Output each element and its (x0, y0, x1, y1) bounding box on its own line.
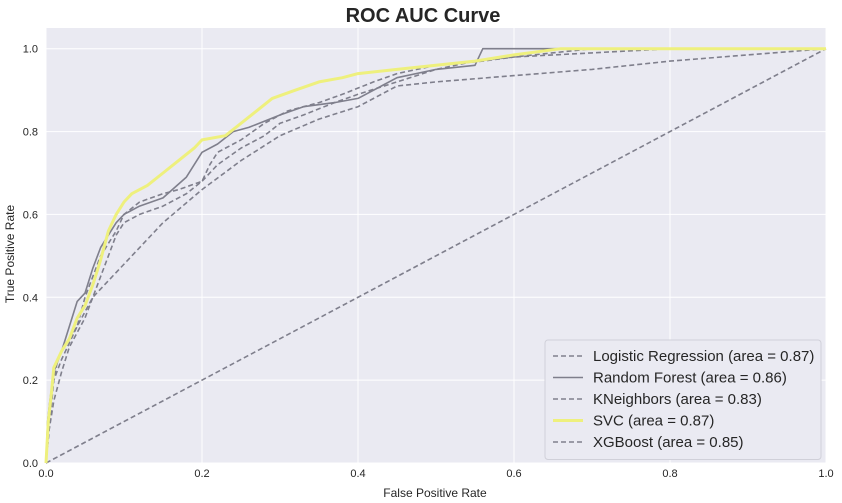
y-tick-label: 0.2 (23, 375, 38, 387)
series-line (45, 47, 827, 464)
legend-entry: XGBoost (area = 0.85) (593, 434, 744, 451)
series-lines (44, 47, 827, 464)
y-tick-label: 0.4 (23, 292, 38, 304)
legend-entry: SVC (area = 0.87) (593, 413, 714, 430)
x-axis-label: False Positive Rate (383, 486, 487, 500)
y-tick-label: 1.0 (23, 44, 38, 56)
y-tick-label: 0.6 (23, 209, 38, 221)
x-tick-label: 0.0 (38, 468, 53, 480)
chart-title: ROC AUC Curve (346, 5, 501, 27)
x-tick-label: 0.6 (506, 468, 521, 480)
legend-entry: KNeighbors (area = 0.83) (593, 391, 762, 408)
series-line (44, 47, 826, 464)
y-tick-label: 0.0 (23, 458, 38, 470)
grid (45, 28, 827, 464)
x-tick-label: 1.0 (818, 468, 833, 480)
legend-entry: Random Forest (area = 0.86) (593, 370, 787, 387)
legend: Logistic Regression (area = 0.87) Random … (544, 339, 822, 460)
x-tick-label: 0.8 (662, 468, 677, 480)
series-line (45, 47, 826, 464)
y-axis-label: True Positive Rate (3, 205, 17, 304)
legend-entry: Logistic Regression (area = 0.87) (593, 348, 814, 365)
series-line (45, 47, 827, 464)
tick-labels: 0.0 0.2 0.4 0.6 0.8 1.0 0.0 0.2 0.4 0.6 0.8 1.0 (23, 44, 834, 480)
legend-box (544, 339, 822, 460)
x-tick-label: 0.4 (350, 468, 365, 480)
y-tick-label: 0.8 (23, 127, 38, 139)
x-tick-label: 0.2 (194, 468, 209, 480)
